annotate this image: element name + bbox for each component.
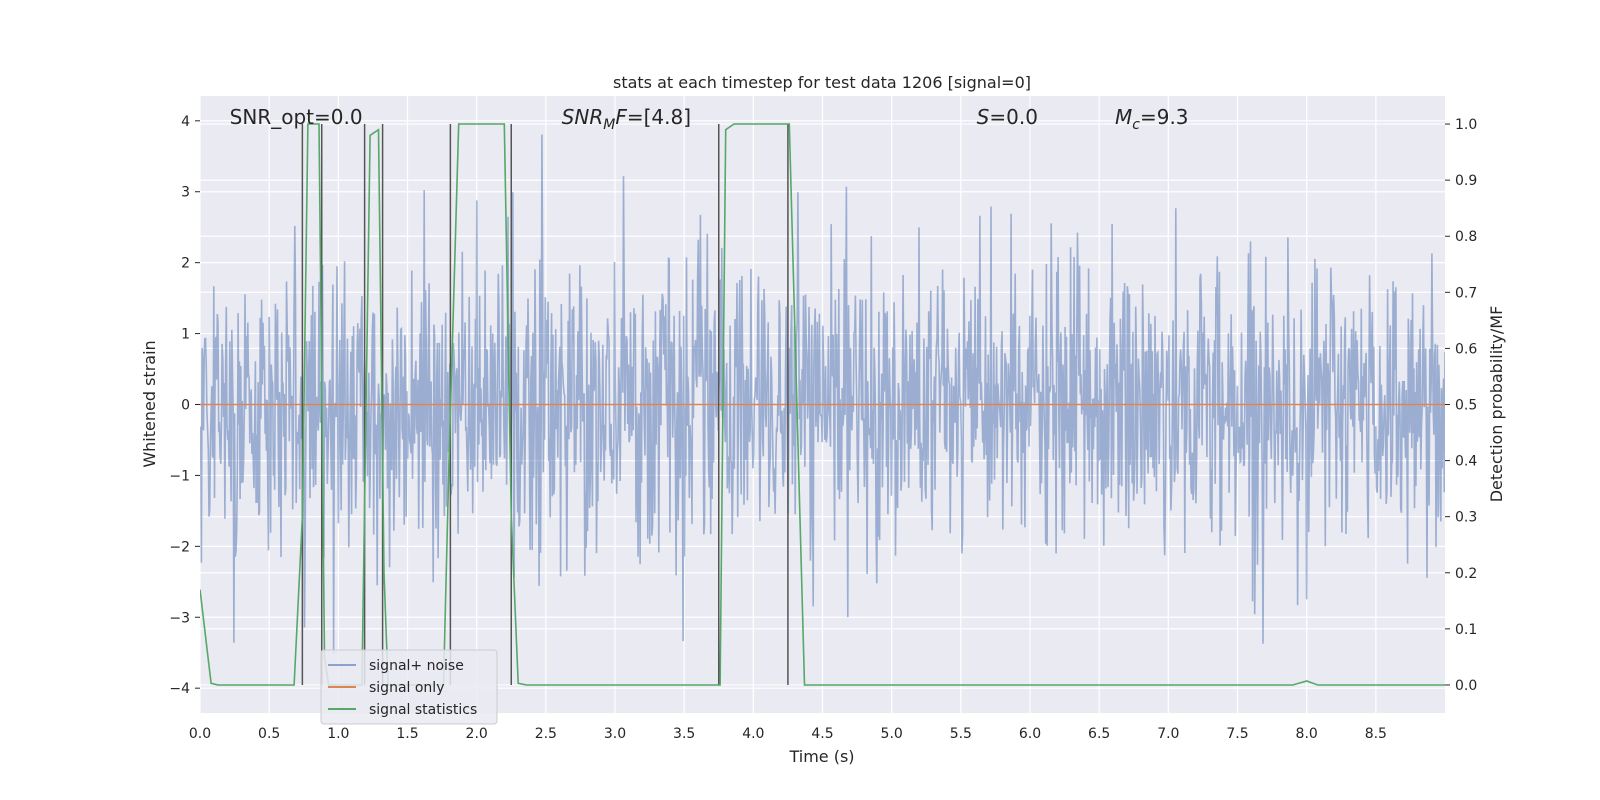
- y-right-tick-label: 0.8: [1455, 229, 1477, 245]
- x-tick-label: 8.0: [1296, 726, 1318, 742]
- y-tick-label: 0: [181, 398, 190, 414]
- x-axis-label: Time (s): [788, 747, 854, 766]
- annotation-text: Mc=9.3: [1115, 105, 1189, 133]
- x-tick-label: 3.0: [604, 726, 626, 742]
- x-tick-label: 1.0: [327, 726, 349, 742]
- legend: signal+ noise signal only signal statistic…: [320, 649, 498, 725]
- y-right-tick-label: 1.0: [1455, 117, 1477, 133]
- x-tick-label: 6.0: [1019, 726, 1041, 742]
- y-axis-ticks: −4 −3 −2 −1 0 1 2 3 4: [169, 114, 200, 697]
- annotations: SNR_opt=0.0 SNRMF=[4.8] S=0.0 Mc=9.3: [230, 105, 1189, 133]
- y-tick-label: 4: [181, 114, 190, 130]
- y-axis-right-ticks: 0.0 0.1 0.2 0.3 0.4 0.5 0.6 0.7 0.8 0.9 1.0: [1445, 117, 1477, 694]
- y-axis-label: Whitened strain: [140, 340, 159, 467]
- legend-label: signal only: [369, 680, 444, 696]
- x-tick-label: 2.0: [466, 726, 488, 742]
- x-tick-label: 7.5: [1226, 726, 1248, 742]
- y-tick-label: 3: [181, 185, 190, 201]
- legend-box: [320, 649, 498, 725]
- x-tick-label: 6.5: [1088, 726, 1110, 742]
- y-axis-right-label: Detection probability/MF: [1487, 306, 1506, 503]
- chart-title: stats at each timestep for test data 120…: [613, 73, 1031, 92]
- x-tick-label: 1.5: [396, 726, 418, 742]
- x-tick-label: 4.0: [742, 726, 764, 742]
- y-tick-label: −3: [169, 610, 190, 626]
- series-signal-statistics-line: [200, 123, 1445, 686]
- legend-label: signal+ noise: [369, 658, 464, 674]
- y-right-tick-label: 0.0: [1455, 678, 1477, 694]
- y-right-tick-label: 0.2: [1455, 566, 1477, 582]
- y-right-tick-label: 0.5: [1455, 398, 1477, 414]
- x-tick-label: 7.0: [1157, 726, 1179, 742]
- x-tick-label: 0.0: [189, 726, 211, 742]
- legend-label: signal statistics: [369, 702, 477, 718]
- x-tick-label: 5.0: [881, 726, 903, 742]
- x-tick-label: 2.5: [535, 726, 557, 742]
- y-right-tick-label: 0.7: [1455, 285, 1477, 301]
- y-right-tick-label: 0.1: [1455, 622, 1477, 638]
- annotation-text: SNR_opt=0.0: [230, 105, 363, 129]
- x-axis-ticks: 0.0 0.5 1.0 1.5 2.0 2.5 3.0 3.5 4.0 4.5 5.0 5.5 6.0 6…: [189, 726, 1387, 742]
- y-right-tick-label: 0.9: [1455, 173, 1477, 189]
- x-tick-label: 4.5: [811, 726, 833, 742]
- x-tick-label: 3.5: [673, 726, 695, 742]
- y-right-tick-label: 0.6: [1455, 341, 1477, 357]
- y-tick-label: 1: [181, 327, 190, 343]
- x-tick-label: 0.5: [258, 726, 280, 742]
- y-right-tick-label: 0.3: [1455, 510, 1477, 526]
- x-tick-label: 8.5: [1365, 726, 1387, 742]
- y-tick-label: −2: [169, 539, 190, 555]
- x-tick-label: 5.5: [950, 726, 972, 742]
- y-tick-label: −4: [169, 681, 190, 697]
- series-signal-noise-line: [200, 134, 1445, 654]
- y-tick-label: −1: [169, 468, 190, 484]
- annotation-text: SNRMF=[4.8]: [562, 105, 691, 133]
- plot-content: [200, 123, 1445, 686]
- y-tick-label: 2: [181, 256, 190, 272]
- legend-items: signal+ noise signal only signal statistic…: [328, 658, 477, 718]
- y-right-tick-label: 0.4: [1455, 454, 1477, 470]
- annotation-text: S=0.0: [977, 105, 1038, 129]
